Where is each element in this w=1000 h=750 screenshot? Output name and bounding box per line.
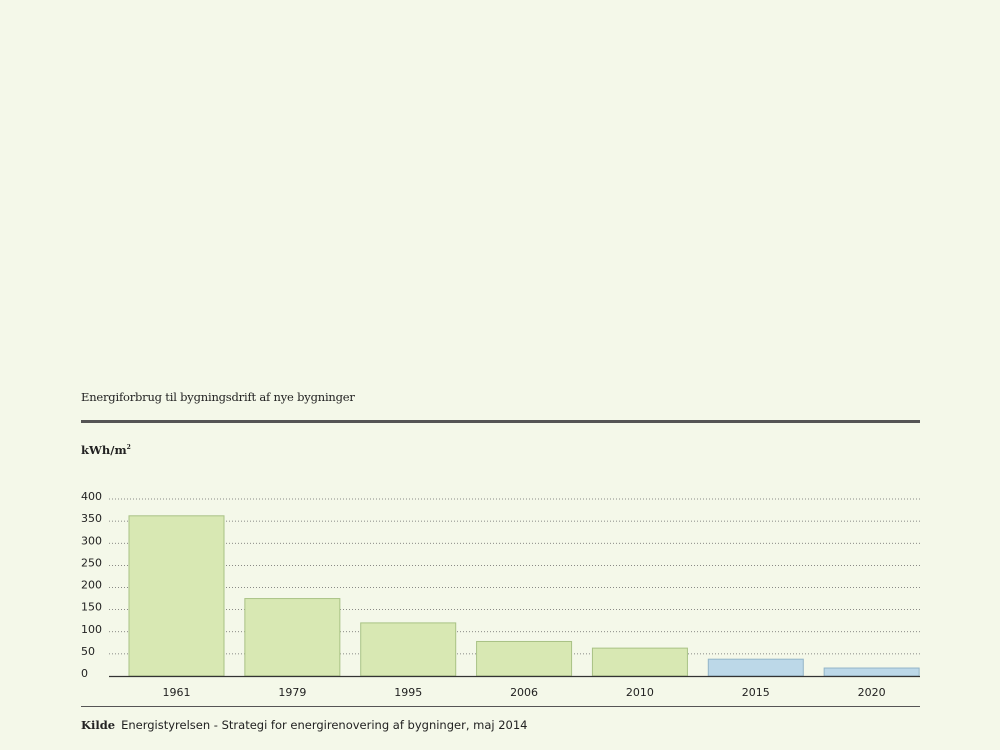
- source-note: Kilde Energistyrelsen - Strategi for ener…: [81, 718, 528, 732]
- top-rule: [81, 420, 920, 423]
- bar-1979: [244, 598, 341, 677]
- y-tick-label: 300: [81, 534, 102, 547]
- y-axis-unit-superscript: 2: [126, 444, 131, 451]
- bars: [128, 515, 920, 677]
- x-tick-label: 1979: [278, 686, 306, 699]
- y-tick-label: 350: [81, 512, 102, 525]
- y-tick-label: 250: [81, 556, 102, 569]
- y-tick-label: 150: [81, 601, 102, 614]
- bar-2010: [591, 647, 688, 677]
- x-tick-labels: 1961 1979 1995 2006 2010 2015 2020: [163, 686, 886, 699]
- bottom-rule: [81, 706, 920, 707]
- x-tick-label: 1995: [394, 686, 422, 699]
- y-axis-unit-text: kWh/m: [81, 443, 127, 457]
- y-tick-labels: 0 50 100 150 200 250 300 350 400: [81, 490, 102, 680]
- x-tick-label: 2006: [510, 686, 538, 699]
- y-tick-label: 400: [81, 490, 102, 503]
- y-axis-unit-label: kWh/m2: [81, 443, 131, 457]
- y-tick-label: 100: [81, 623, 102, 636]
- chart-title: Energiforbrug til bygningsdrift af nye b…: [81, 390, 355, 404]
- x-tick-label: 2020: [858, 686, 886, 699]
- bar-2020: [823, 667, 920, 677]
- x-tick-label: 2010: [626, 686, 654, 699]
- y-tick-label: 0: [81, 667, 88, 680]
- bar-2015: [707, 658, 804, 677]
- bar-1995: [360, 622, 457, 677]
- y-tick-label: 50: [81, 645, 95, 658]
- source-text: Energistyrelsen - Strategi for energiren…: [121, 718, 528, 732]
- x-tick-label: 2015: [742, 686, 770, 699]
- x-tick-label: 1961: [163, 686, 191, 699]
- source-label: Kilde: [81, 718, 116, 732]
- bar-2006: [476, 640, 573, 677]
- y-tick-label: 200: [81, 579, 102, 592]
- grid-lines: [109, 498, 920, 655]
- bar-1961: [128, 515, 225, 677]
